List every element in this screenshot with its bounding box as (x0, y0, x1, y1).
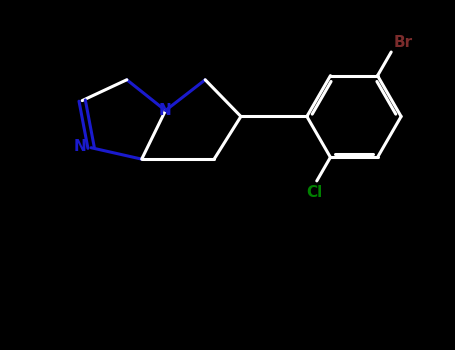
Text: Br: Br (394, 35, 413, 50)
Text: Cl: Cl (306, 185, 323, 200)
Text: N: N (73, 139, 86, 154)
Text: N: N (159, 103, 172, 118)
